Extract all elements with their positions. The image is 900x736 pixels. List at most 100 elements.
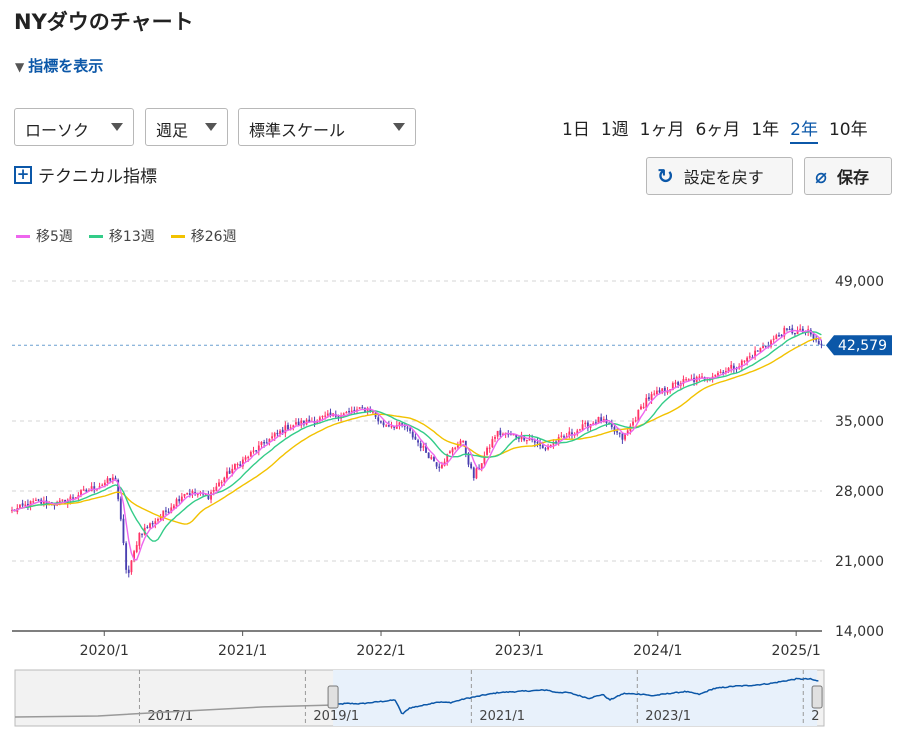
candle-body (273, 433, 276, 437)
candle-body (525, 440, 528, 442)
navigator-handle-left[interactable] (327, 685, 339, 709)
candle-body (85, 489, 88, 492)
candle-body (655, 390, 658, 395)
candle-body (119, 498, 122, 520)
candle-body (382, 422, 385, 426)
period-tab-1w[interactable]: 1週 (600, 120, 629, 140)
candle-body (775, 335, 778, 340)
candle-body (188, 493, 191, 495)
candle-body (236, 463, 239, 466)
x-tick-label: 2025/1 (772, 643, 821, 659)
candle-body (114, 477, 117, 481)
candle-body (45, 500, 48, 506)
candle-body (268, 438, 271, 443)
candle-body (812, 333, 815, 339)
candle-body (586, 422, 589, 429)
candle-body (53, 504, 56, 506)
candle-body (109, 478, 112, 481)
range-navigator[interactable]: 2017/1 2019/1 2021/1 2023/1 2 (0, 664, 900, 734)
candle-body (762, 346, 764, 349)
candle-body (72, 497, 74, 499)
period-tab-2y[interactable]: 2年 (790, 115, 818, 144)
candle-body (377, 417, 380, 422)
candle-body (37, 499, 40, 501)
candle-body (284, 425, 287, 434)
legend-swatch-ma26 (170, 234, 185, 238)
candle-body (329, 412, 332, 416)
page-title: NYダウのチャート (14, 10, 194, 34)
candle-body (793, 332, 796, 335)
candle-body (801, 328, 804, 333)
period-tab-1y[interactable]: 1年 (751, 120, 780, 140)
candle-body (719, 371, 722, 373)
period-tab-1m[interactable]: 1ヶ月 (639, 120, 685, 140)
candle-body (730, 364, 733, 369)
candle-body (191, 491, 194, 495)
save-label: 保存 (837, 168, 870, 187)
candle-body (361, 407, 364, 409)
candle-body (584, 422, 587, 425)
save-button[interactable]: ⌀ 保存 (804, 157, 892, 195)
candle-body (69, 496, 72, 501)
candle-body (597, 416, 600, 424)
candle-body (454, 447, 457, 449)
candle-body (796, 330, 799, 335)
caret-down-icon (111, 123, 123, 131)
candle-body (125, 543, 128, 570)
candle-body (58, 500, 61, 503)
ma13-line (11, 330, 822, 542)
candle-body (682, 379, 685, 384)
candle-body (783, 327, 786, 337)
candle-body (544, 448, 547, 450)
candle-body (594, 422, 597, 424)
candle-body (265, 442, 268, 444)
candle-body (698, 376, 701, 378)
candle-body (231, 468, 234, 473)
scale-select[interactable]: 標準スケール (238, 108, 416, 146)
indicator-toggle[interactable]: ▼ 指標を表示 (15, 55, 103, 76)
candle-body (459, 440, 462, 445)
interval-select[interactable]: 週足 (145, 108, 228, 146)
candle-body (650, 394, 653, 400)
candle-body (645, 397, 648, 408)
candlestick-chart[interactable]: 49,000 35,000 28,000 21,000 14,000 42,579 2020… (0, 255, 900, 660)
navigator-label: 2019/1 (313, 709, 359, 724)
period-tab-10y[interactable]: 10年 (828, 120, 868, 140)
period-tab-1d[interactable]: 1日 (562, 120, 590, 140)
candle-body (616, 431, 619, 433)
candle-body (714, 374, 717, 377)
legend-label-ma13: 移13週 (108, 229, 155, 245)
candle-body (499, 430, 502, 436)
candle-body (350, 410, 353, 412)
candle-body (401, 423, 404, 425)
candle-body (117, 479, 120, 500)
candle-body (295, 422, 297, 425)
candle-body (80, 490, 82, 495)
period-tab-6m[interactable]: 6ヶ月 (695, 120, 741, 140)
candle-body (772, 338, 775, 340)
candle-body (488, 447, 491, 449)
candle-body (162, 510, 165, 517)
legend-swatch-ma13 (88, 234, 103, 238)
navigator-window[interactable] (333, 670, 818, 726)
candle-body (167, 511, 170, 513)
technical-indicator-button[interactable]: + テクニカル指標 (14, 162, 157, 187)
candle-body (724, 370, 727, 373)
legend-swatch-ma5 (16, 234, 30, 238)
candle-body (326, 413, 329, 416)
candle-body (255, 450, 258, 452)
candle-body (533, 439, 536, 443)
legend-item-ma13: 移13週 (88, 226, 155, 246)
candle-body (263, 442, 266, 444)
candle-body (226, 471, 228, 479)
candle-body (571, 432, 573, 435)
candle-body (135, 544, 138, 552)
candle-body (414, 436, 417, 440)
candle-type-select[interactable]: ローソク (14, 108, 134, 146)
candle-body (358, 407, 361, 409)
candle-body (427, 452, 430, 459)
reset-settings-button[interactable]: ↻ 設定を戻す (646, 157, 793, 195)
candle-body (560, 435, 563, 437)
reset-settings-label: 設定を戻す (683, 168, 764, 187)
navigator-handle-right[interactable] (811, 685, 823, 709)
